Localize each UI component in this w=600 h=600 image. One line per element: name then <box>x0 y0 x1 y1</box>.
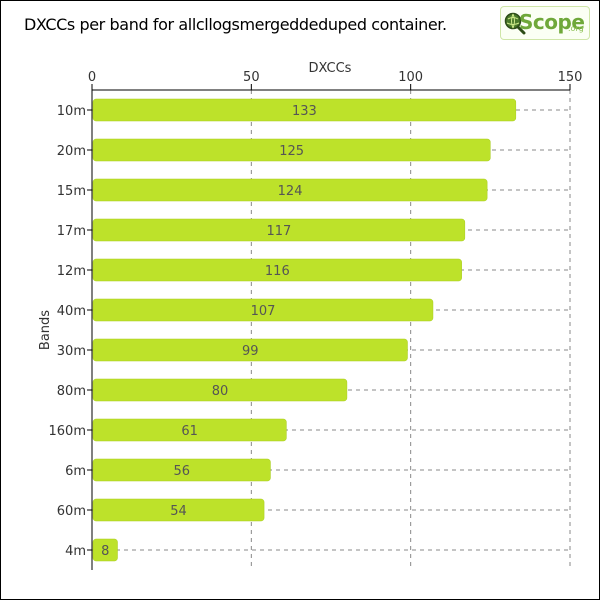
bar-value-label: 124 <box>278 184 303 199</box>
y-tick-label: 20m <box>57 144 86 159</box>
bar <box>92 98 517 122</box>
bar <box>92 458 271 482</box>
bar <box>92 498 265 522</box>
bar <box>92 298 434 322</box>
bar <box>92 418 287 442</box>
bar-value-label: 80 <box>212 384 229 399</box>
y-tick-label: 6m <box>65 464 86 479</box>
y-tick-label: 10m <box>57 104 86 119</box>
y-tick-label: 30m <box>57 344 86 359</box>
qscope-logo: Scope .org <box>500 6 590 40</box>
y-tick-label: 60m <box>57 504 86 519</box>
bar-value-label: 125 <box>279 144 304 159</box>
bar <box>92 258 462 282</box>
y-axis-title: Bands <box>38 310 53 350</box>
bar <box>92 218 466 242</box>
x-tick-label: 50 <box>243 70 260 85</box>
bar <box>92 378 348 402</box>
bar <box>92 138 491 162</box>
bar-layer: 133 125 124 117 116 107 99 80 61 56 54 8 <box>92 98 517 562</box>
y-tick-label: 17m <box>57 224 86 239</box>
y-tick-label: 40m <box>57 304 86 319</box>
chart-title: DXCCs per band for allcllogsmergeddedupe… <box>24 15 447 34</box>
bar-value-label: 133 <box>292 104 317 119</box>
bar <box>92 338 408 362</box>
y-tick-label: 160m <box>49 424 86 439</box>
bar-value-label: 116 <box>265 264 290 279</box>
y-tick-label: 80m <box>57 384 86 399</box>
axis-layer: 0 50 100 150 10m 20m 15m 17m 12m 40m 30m 80m 160m 6m 6… <box>49 70 583 570</box>
logo-suffix: .org <box>568 24 584 33</box>
grid-layer <box>92 90 571 570</box>
bar-value-label: 61 <box>181 424 198 439</box>
magnifier-globe-icon <box>504 12 526 35</box>
bar-value-label: 54 <box>170 504 187 519</box>
x-tick-label: 100 <box>398 70 423 85</box>
bar-value-label: 117 <box>267 224 292 239</box>
bar <box>92 538 118 562</box>
logo-wordmark: Scope <box>519 10 585 34</box>
bar-value-label: 56 <box>173 464 190 479</box>
x-tick-label: 0 <box>88 70 96 85</box>
y-tick-label: 4m <box>65 544 86 559</box>
x-tick-label: 150 <box>558 70 583 85</box>
bar-value-label: 8 <box>101 544 109 559</box>
bar-value-label: 99 <box>242 344 259 359</box>
y-tick-label: 15m <box>57 184 86 199</box>
bar-value-label: 107 <box>251 304 276 319</box>
x-axis-title: DXCCs <box>309 61 352 76</box>
bar <box>92 178 488 202</box>
y-tick-label: 12m <box>57 264 86 279</box>
